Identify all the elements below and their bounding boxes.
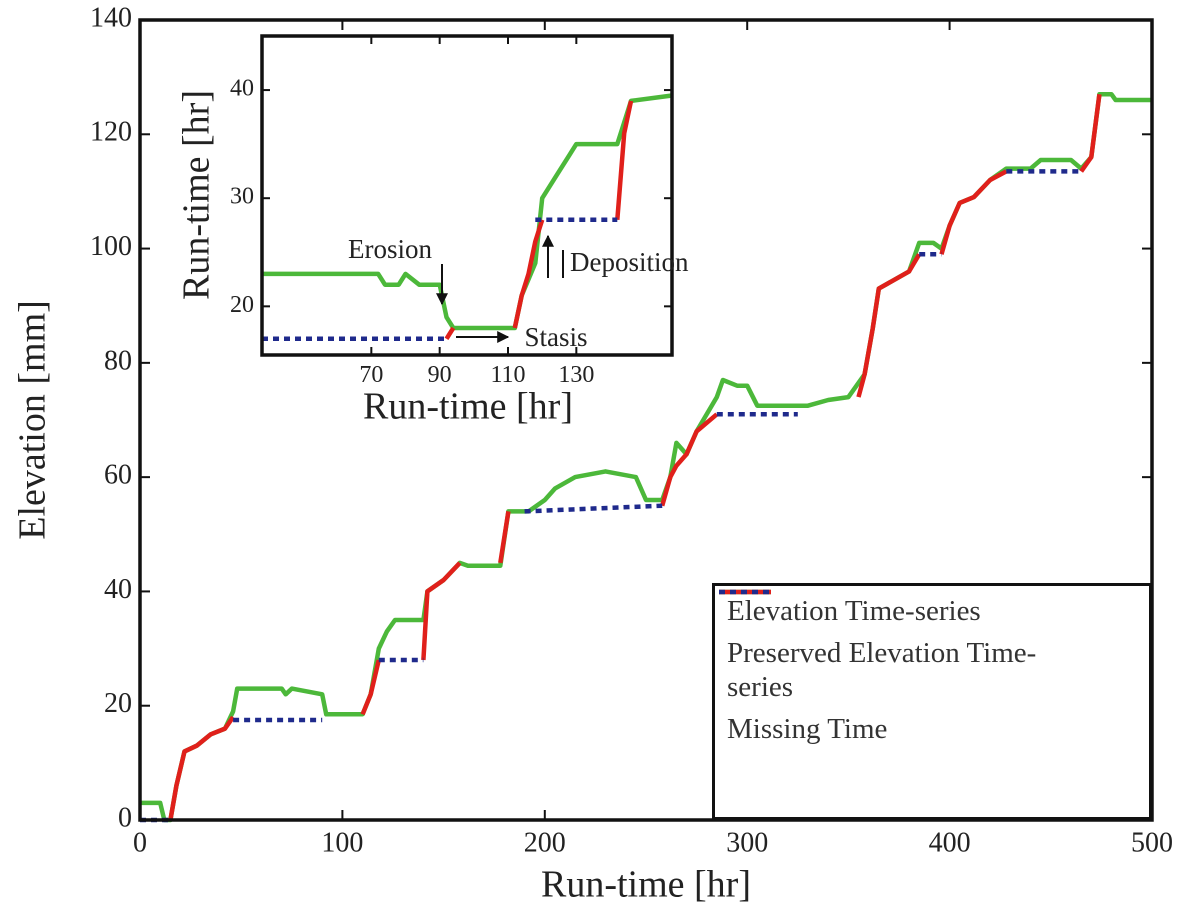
y-tick-label: 80 — [104, 345, 132, 376]
x-tick-label: 400 — [929, 828, 971, 859]
annotation: Deposition — [570, 247, 689, 277]
y-tick-label: 0 — [118, 802, 132, 833]
y-tick-label: 30 — [230, 184, 254, 210]
legend-entry: Missing Time — [719, 589, 1149, 746]
y-tick-label: 20 — [104, 688, 132, 719]
y-tick-label: 60 — [104, 460, 132, 491]
y-tick-label: 120 — [90, 117, 132, 148]
legend-label: Missing Time — [727, 713, 888, 745]
y-tick-label: 40 — [104, 574, 132, 605]
y-axis-title: Elevation [mm] — [12, 300, 54, 540]
y-tick-label: 20 — [230, 292, 254, 318]
series-line — [262, 217, 618, 342]
y-tick-label: 100 — [90, 231, 132, 262]
annotation: Erosion — [348, 234, 432, 264]
legend-label: Elevation Time-series — [727, 595, 981, 627]
series-line — [168, 94, 1102, 821]
legend: Elevation Time-series Preserved Elevation… — [712, 583, 1152, 820]
legend-entry: Preserved Elevation Time-series — [719, 589, 1149, 704]
series-line — [444, 100, 634, 340]
x-tick-label: 300 — [726, 828, 768, 859]
x-tick-label: 90 — [428, 362, 452, 388]
y-tick-label: 40 — [230, 76, 254, 102]
x-axis-title: Run-time [hr] — [363, 386, 573, 428]
plot-area — [262, 36, 672, 355]
legend-swatch — [719, 589, 771, 595]
x-tick-label: 70 — [359, 362, 383, 388]
plot-frame — [138, 18, 1154, 822]
x-tick-label: 110 — [490, 362, 525, 388]
x-axis-title: Run-time [hr] — [541, 864, 751, 906]
x-tick-label: 500 — [1131, 828, 1173, 859]
x-tick-label: 200 — [524, 828, 566, 859]
legend-entry: Elevation Time-series — [719, 589, 1149, 628]
y-axis-title: Run-time [hr] — [176, 90, 218, 300]
annotation: Stasis — [524, 322, 587, 352]
x-tick-label: 100 — [321, 828, 363, 859]
legend-label: Preserved Elevation Time-series — [727, 637, 1037, 703]
x-tick-label: 130 — [558, 362, 594, 388]
plot-frame — [260, 34, 674, 357]
y-tick-label: 140 — [90, 2, 132, 33]
x-tick-label: 0 — [133, 828, 147, 859]
